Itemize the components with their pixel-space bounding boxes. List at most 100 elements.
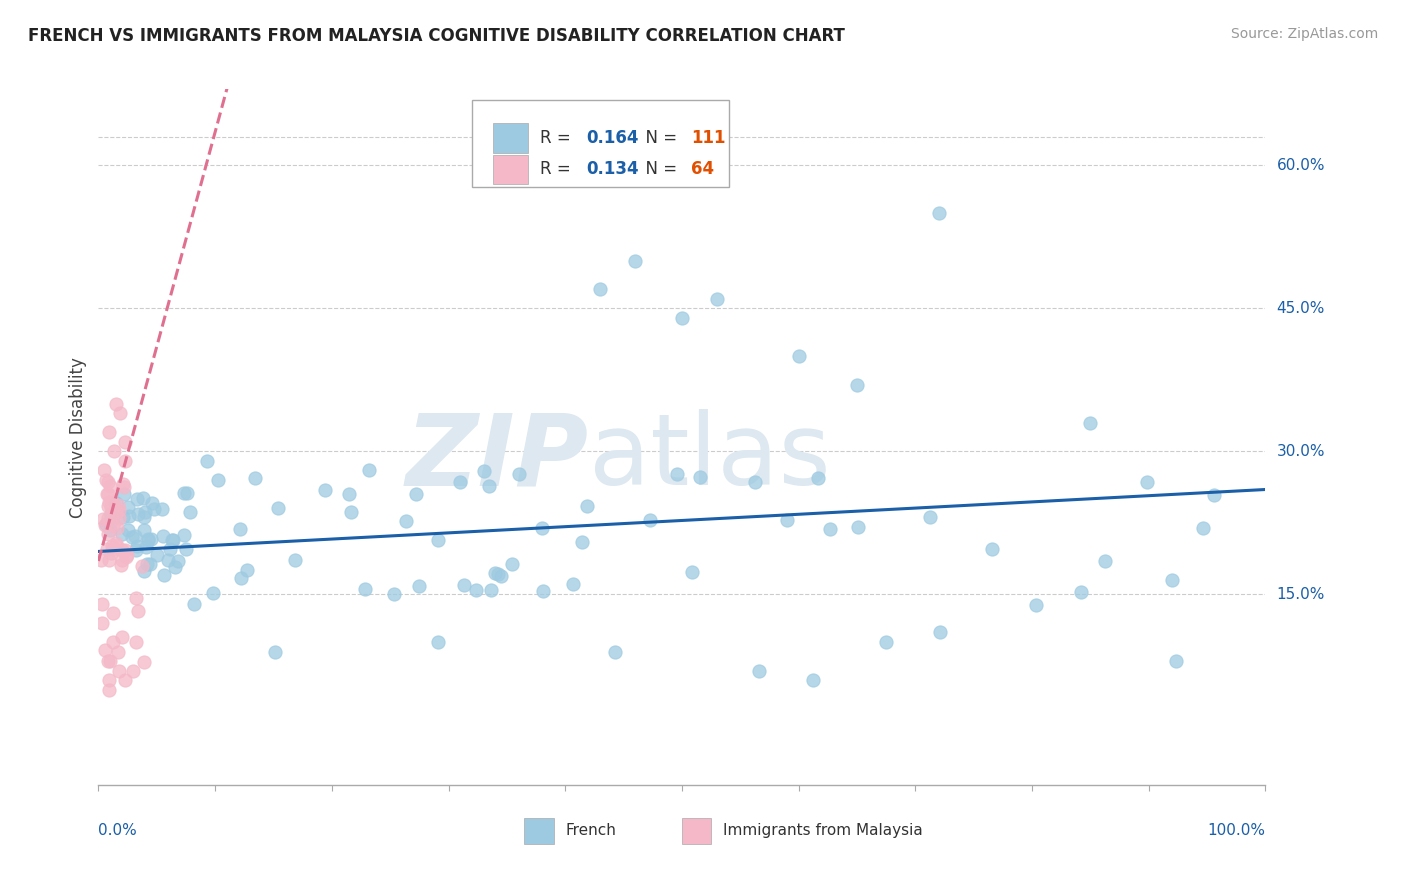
Point — [104, 538, 127, 552]
Text: ZIP: ZIP — [405, 409, 589, 507]
Point — [136, 557, 159, 571]
Point — [561, 577, 583, 591]
Point — [405, 487, 427, 501]
Point — [201, 586, 224, 600]
Point — [928, 206, 950, 220]
Point — [114, 434, 136, 449]
Point — [97, 654, 120, 668]
Point — [100, 546, 122, 560]
Point — [314, 483, 336, 497]
Point — [689, 470, 711, 484]
Point — [124, 635, 146, 649]
Point — [96, 473, 118, 487]
Point — [134, 510, 156, 524]
Point — [100, 500, 122, 515]
Point — [464, 582, 486, 597]
FancyBboxPatch shape — [472, 100, 728, 186]
Point — [101, 635, 124, 649]
Point — [97, 527, 120, 541]
Point — [134, 505, 156, 519]
Point — [666, 467, 689, 482]
Point — [98, 524, 121, 538]
Point — [918, 510, 941, 524]
Point — [97, 495, 120, 509]
Point — [121, 530, 143, 544]
Point — [104, 536, 127, 550]
Text: atlas: atlas — [589, 409, 830, 507]
Point — [100, 479, 122, 493]
Point — [104, 496, 127, 510]
Point — [359, 463, 381, 477]
Point — [284, 553, 307, 567]
Point — [101, 541, 124, 556]
Point — [108, 406, 131, 420]
Point — [111, 543, 134, 558]
Point — [131, 491, 153, 505]
Point — [136, 532, 159, 546]
Point — [125, 492, 148, 507]
Point — [163, 560, 186, 574]
Point — [571, 534, 593, 549]
Point — [124, 529, 146, 543]
Point — [1192, 521, 1215, 535]
Point — [671, 310, 693, 325]
Point — [488, 566, 510, 581]
Point — [605, 644, 627, 658]
FancyBboxPatch shape — [682, 818, 711, 844]
Point — [183, 597, 205, 611]
Point — [453, 578, 475, 592]
Point — [146, 548, 169, 562]
Point — [131, 558, 153, 573]
Point — [478, 479, 501, 493]
Point — [117, 500, 139, 514]
Point — [115, 550, 138, 565]
Point — [207, 473, 229, 487]
Point — [91, 512, 114, 526]
Point — [132, 656, 155, 670]
Point — [107, 498, 129, 512]
Point — [94, 518, 117, 533]
Point — [1202, 488, 1225, 502]
Point — [337, 487, 360, 501]
Text: FRENCH VS IMMIGRANTS FROM MALAYSIA COGNITIVE DISABILITY CORRELATION CHART: FRENCH VS IMMIGRANTS FROM MALAYSIA COGNI… — [28, 27, 845, 45]
Point — [110, 558, 132, 573]
Point — [744, 475, 766, 489]
Point — [981, 541, 1004, 556]
Point — [98, 673, 121, 687]
Point — [103, 517, 125, 532]
Point — [231, 571, 253, 585]
Point — [105, 504, 128, 518]
Point — [96, 517, 118, 532]
Point — [114, 454, 136, 468]
FancyBboxPatch shape — [524, 818, 554, 844]
Point — [107, 644, 129, 658]
Point — [122, 664, 145, 678]
Point — [125, 539, 148, 553]
Point — [166, 554, 188, 568]
Text: N =: N = — [636, 129, 682, 147]
Point — [141, 495, 163, 509]
Text: N =: N = — [636, 161, 682, 178]
Point — [93, 642, 115, 657]
Point — [484, 566, 506, 581]
Point — [533, 584, 555, 599]
Point — [235, 563, 257, 577]
Point — [173, 528, 195, 542]
Point — [135, 541, 157, 555]
Point — [531, 521, 554, 535]
Point — [125, 542, 148, 557]
Text: R =: R = — [540, 129, 575, 147]
Text: 0.164: 0.164 — [586, 129, 638, 147]
Point — [624, 253, 647, 268]
Point — [846, 377, 869, 392]
Point — [111, 509, 134, 524]
Point — [152, 528, 174, 542]
Point — [681, 566, 703, 580]
Point — [340, 505, 363, 519]
Point — [928, 625, 950, 640]
Point — [117, 524, 139, 538]
Point — [97, 425, 120, 440]
Point — [108, 664, 131, 678]
Point — [100, 507, 122, 521]
Point — [97, 682, 120, 697]
